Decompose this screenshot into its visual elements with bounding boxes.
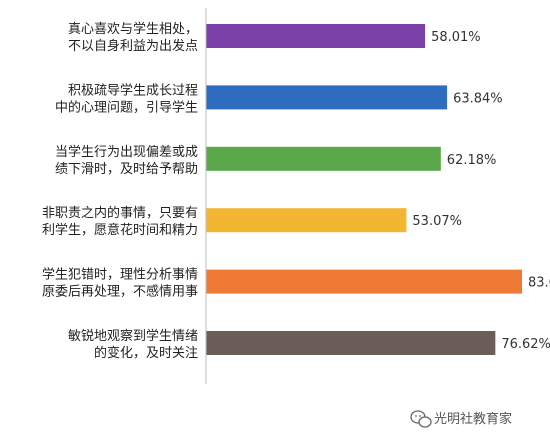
wechat-icon <box>410 410 432 428</box>
watermark: 光明社教育家 <box>410 410 512 428</box>
category-label-4: 非职责之内的事情，只要有利学生，愿意花时间和精力 <box>42 205 198 238</box>
value-label-2: 63.84% <box>453 91 503 106</box>
labels-group: 58.01% 真心喜欢与学生相处，不以自身利益为出发点 63.84% 积极疏导学生成长… <box>42 21 550 361</box>
bar-6 <box>206 331 496 355</box>
value-label-3: 62.18% <box>447 153 497 168</box>
bars-group <box>206 24 522 355</box>
value-label-4: 53.07% <box>412 214 462 229</box>
value-label-6: 76.62% <box>501 337 550 352</box>
bar-1 <box>206 24 426 48</box>
watermark-text: 光明社教育家 <box>434 411 512 427</box>
category-label-2: 积极疏导学生成长过程中的心理问题，引导学生 <box>55 82 198 115</box>
category-label-5: 学生犯错时，理性分析事情原委后再处理，不感情用事 <box>42 267 198 300</box>
bar-4 <box>206 208 407 233</box>
category-label-6: 敏锐地观察到学生情绪的变化，及时关注 <box>68 328 198 361</box>
value-label-1: 58.01% <box>431 30 481 45</box>
bar-5 <box>206 269 522 294</box>
value-label-5: 83.68% <box>528 276 550 291</box>
category-label-1: 真心喜欢与学生相处，不以自身利益为出发点 <box>68 21 198 54</box>
bar-3 <box>206 146 441 171</box>
category-label-3: 当学生行为出现偏差或成绩下滑时，及时给予帮助 <box>55 144 198 177</box>
bar-2 <box>206 85 448 110</box>
